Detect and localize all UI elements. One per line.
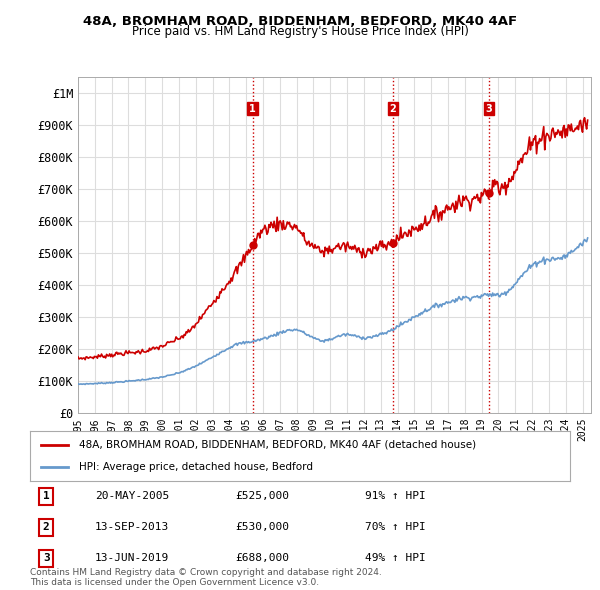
Text: 1: 1	[249, 104, 256, 114]
Text: HPI: Average price, detached house, Bedford: HPI: Average price, detached house, Bedf…	[79, 462, 313, 472]
Text: £688,000: £688,000	[235, 553, 289, 563]
Text: 2: 2	[389, 104, 396, 114]
Text: 48A, BROMHAM ROAD, BIDDENHAM, BEDFORD, MK40 4AF: 48A, BROMHAM ROAD, BIDDENHAM, BEDFORD, M…	[83, 15, 517, 28]
Text: 3: 3	[43, 553, 50, 563]
Text: 13-SEP-2013: 13-SEP-2013	[95, 522, 169, 532]
Text: 1: 1	[43, 491, 50, 502]
Text: 13-JUN-2019: 13-JUN-2019	[95, 553, 169, 563]
Text: £530,000: £530,000	[235, 522, 289, 532]
Text: 91% ↑ HPI: 91% ↑ HPI	[365, 491, 425, 502]
Text: 48A, BROMHAM ROAD, BIDDENHAM, BEDFORD, MK40 4AF (detached house): 48A, BROMHAM ROAD, BIDDENHAM, BEDFORD, M…	[79, 440, 476, 450]
Text: Contains HM Land Registry data © Crown copyright and database right 2024.
This d: Contains HM Land Registry data © Crown c…	[30, 568, 382, 587]
Text: 3: 3	[486, 104, 493, 114]
Text: 70% ↑ HPI: 70% ↑ HPI	[365, 522, 425, 532]
Text: 20-MAY-2005: 20-MAY-2005	[95, 491, 169, 502]
Text: 49% ↑ HPI: 49% ↑ HPI	[365, 553, 425, 563]
Text: 2: 2	[43, 522, 50, 532]
Text: £525,000: £525,000	[235, 491, 289, 502]
Text: Price paid vs. HM Land Registry's House Price Index (HPI): Price paid vs. HM Land Registry's House …	[131, 25, 469, 38]
